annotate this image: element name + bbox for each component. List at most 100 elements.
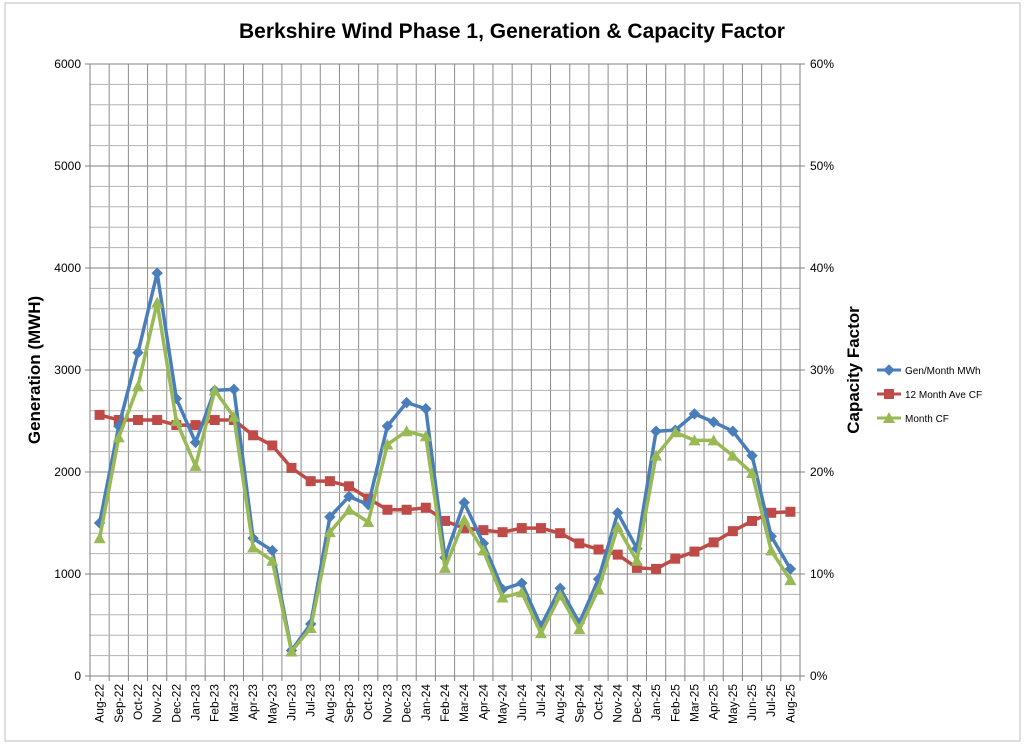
series-12-month-ave-cf-point [555, 528, 566, 539]
series-generation-point [707, 416, 720, 428]
series-month-cf-point [515, 586, 528, 598]
x-tick-label: May-24 [496, 684, 510, 724]
y-tick-label: 1000 [54, 567, 81, 581]
y2-tick-label: 40% [810, 261, 834, 275]
series-month-cf-point [688, 434, 701, 446]
series-month-cf-point [630, 554, 643, 566]
legend-month-cf: Month CF [877, 412, 949, 425]
series-generation-point [458, 496, 470, 509]
series-month-cf-point [669, 426, 682, 438]
series-generation-point [343, 490, 355, 503]
y2-tick-label: 20% [810, 465, 834, 479]
series-generation-point [381, 420, 394, 432]
series-month-cf-point [746, 467, 759, 479]
x-tick-label: May-23 [265, 684, 279, 724]
y2-tick-label: 60% [810, 57, 834, 71]
series-generation-point [611, 507, 624, 519]
y-tick-label: 6000 [54, 57, 81, 71]
x-tick-label: Jan-23 [189, 684, 203, 721]
x-tick-label: Nov-23 [380, 684, 394, 723]
y2-axis-title: Capacity Factor [844, 306, 863, 434]
series-12-month-ave-cf-point [152, 414, 163, 425]
series-12-month-ave-cf-point [344, 481, 355, 492]
series-month-cf [93, 296, 797, 657]
x-tick-label: Jun-24 [515, 684, 529, 721]
series-month-cf-point [458, 513, 471, 525]
series-month-cf-point [112, 431, 125, 443]
x-tick-label: Nov-22 [150, 684, 164, 723]
series-group [93, 267, 797, 657]
series-month-cf-point [496, 591, 509, 603]
x-tick-label: Jan-25 [649, 684, 663, 721]
series-12-month-ave-cf-point [727, 526, 738, 537]
series-month-cf-point [707, 434, 720, 446]
x-tick-label: Jun-25 [745, 684, 759, 721]
series-month-cf-point [343, 503, 356, 515]
x-tick-label: Feb-25 [668, 684, 682, 722]
series-12-month-ave-cf-point [382, 504, 393, 515]
x-tick-label: May-25 [726, 684, 740, 724]
x-tick-label: Aug-22 [93, 684, 107, 723]
series-month-cf-point [285, 645, 298, 657]
x-tick-label: Aug-23 [323, 684, 337, 723]
x-tick-label: Oct-24 [592, 684, 606, 720]
series-month-cf-point [381, 438, 394, 450]
y2-tick-label: 50% [810, 159, 834, 173]
x-tick-label: Dec-23 [400, 684, 414, 723]
x-axis: Aug-22 Sep-22 Oct-22 Nov-22 Dec-22 Jan-23 Feb-… [89, 676, 801, 724]
legend: Gen/Month MWh 12 Month Ave CF Month CF [877, 364, 982, 425]
x-tick-label: Sep-23 [342, 684, 356, 723]
series-12-month-ave-cf-point [689, 546, 700, 557]
y-tick-label: 4000 [54, 261, 81, 275]
series-12-month-ave-cf-point [324, 476, 335, 487]
series-12-month-ave-cf-point [535, 523, 546, 534]
series-12-month-ave-cf-point [631, 562, 642, 573]
legend-generation: Gen/Month MWh [877, 364, 981, 377]
series-month-cf-point [189, 459, 202, 471]
x-tick-label: Dec-22 [169, 684, 183, 723]
legend-generation-label: Gen/Month MWh [905, 366, 981, 377]
series-12-month-ave-cf-point [478, 525, 489, 536]
series-12-month-ave-cf-point [440, 515, 450, 526]
series-month-cf-point [266, 554, 279, 566]
x-tick-label: Apr-24 [476, 684, 490, 720]
series-12-month-ave-cf-point [670, 553, 681, 564]
x-tick-label: Apr-25 [707, 684, 721, 720]
x-tick-label: Jul-24 [534, 684, 548, 717]
series-12-month-ave-cf-point [708, 537, 719, 548]
series-12-month-ave-cf-point [248, 430, 259, 441]
series-month-cf-point [304, 622, 317, 634]
series-month-cf-point [227, 410, 240, 422]
series-12-month-ave-cf-point [209, 414, 220, 425]
series-month-cf-point [726, 449, 739, 461]
x-tick-label: Mar-24 [457, 684, 471, 722]
series-generation-point [688, 408, 701, 420]
x-tick-label: Mar-25 [687, 684, 701, 722]
series-12-month-ave-cf-point [305, 476, 316, 487]
series-12-month-ave-cf-point [286, 462, 297, 473]
series-12-month-ave-cf-point [593, 544, 604, 555]
series-12-month-ave-cf-point [94, 409, 105, 420]
y2-tick-label: 30% [810, 363, 834, 377]
series-month-cf-point [611, 521, 624, 533]
legend-12-month-ave-cf-label: 12 Month Ave CF [905, 390, 982, 401]
legend-generation-swatch-point [883, 364, 895, 376]
series-generation-point [151, 267, 163, 279]
series-12-month-ave-cf-point [420, 502, 431, 513]
series-12-month-ave-cf-point [785, 506, 796, 517]
x-tick-label: Jun-23 [284, 684, 298, 721]
y-tick-label: 5000 [54, 159, 81, 173]
series-month-cf-point [439, 561, 451, 573]
series-month-cf-point [362, 515, 375, 527]
y2-tick-label: 0% [810, 669, 828, 683]
series-generation-point [784, 563, 797, 575]
y2-tick-label: 10% [810, 567, 834, 581]
series-month-cf-point [477, 544, 490, 556]
y-axis-right: 0% 10% 20% 30% 40% 50% 60% [800, 57, 834, 683]
series-12-month-ave-cf-point [766, 507, 777, 518]
series-month-cf-point [784, 574, 797, 586]
series-month-cf-point [93, 532, 106, 544]
series-month-cf-point [419, 430, 432, 442]
series-month-cf-point [554, 589, 567, 601]
